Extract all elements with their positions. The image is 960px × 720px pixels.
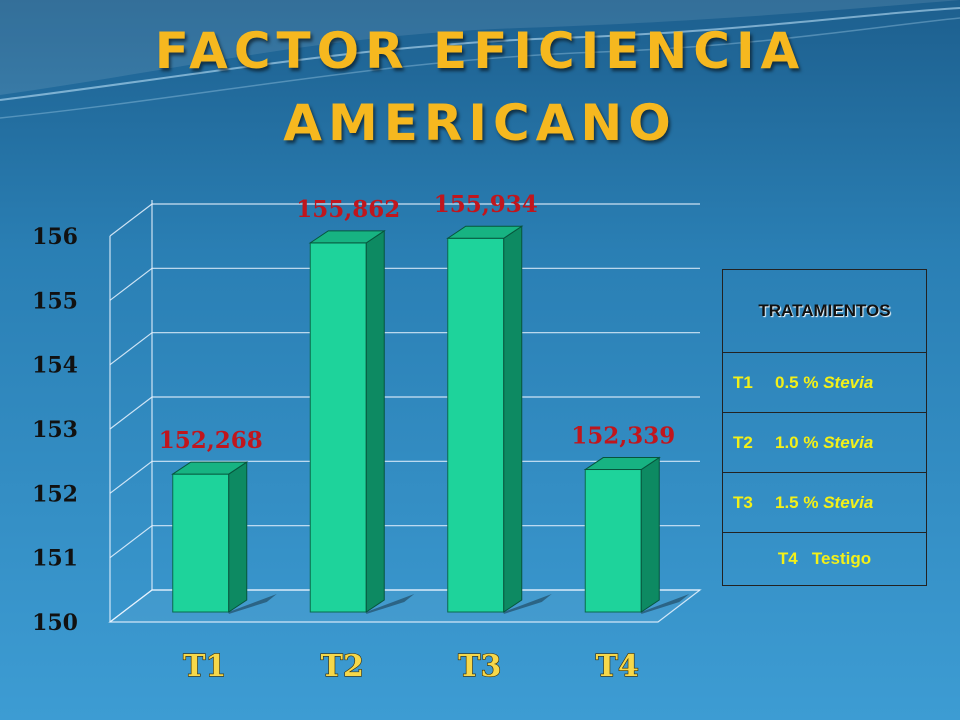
- bar-top: [171, 461, 249, 475]
- gridline-depth: [109, 525, 153, 559]
- legend-header: TRATAMIENTOS: [722, 269, 927, 353]
- data-label: 155,934: [434, 191, 538, 218]
- bar-T1: [172, 473, 230, 613]
- legend-percent: 1.5 %: [775, 492, 819, 512]
- x-tick-label: T3: [458, 649, 501, 684]
- legend-code: T4: [777, 549, 798, 568]
- chart-title-line-2: AMERICANO: [283, 94, 677, 152]
- legend-code: T3: [733, 492, 753, 512]
- chart-title-line-1: FACTOR EFICIENCIA: [154, 22, 806, 80]
- gridline-depth: [109, 460, 153, 494]
- bar-side: [640, 456, 660, 613]
- y-tick-label: 154: [32, 353, 78, 379]
- bar-T4: [584, 469, 642, 613]
- data-label: 155,862: [296, 196, 400, 223]
- legend-percent: 1.0 %: [775, 432, 819, 452]
- legend-name: Stevia: [823, 492, 874, 512]
- y-tick-label: 151: [32, 546, 78, 572]
- legend-row-t1: T1 0.5 % Stevia: [722, 352, 927, 413]
- gridline-depth: [109, 203, 153, 237]
- legend-code: T1: [733, 372, 753, 392]
- bar-side: [365, 229, 385, 613]
- gridline-depth: [109, 396, 153, 430]
- x-tick-label: T2: [321, 649, 364, 684]
- bars: [171, 225, 690, 614]
- legend-row-t4: T4 Testigo: [722, 532, 927, 586]
- y-tick-label: 156: [32, 224, 78, 250]
- legend-code: T2: [733, 432, 753, 452]
- labels: 150 151 152 153 154 155 156 152,268 T1 155,862 T2 1…: [32, 191, 675, 684]
- chart-floor: [108, 589, 702, 623]
- bar-side: [228, 461, 248, 613]
- gridline-depth: [109, 332, 153, 366]
- data-label: 152,268: [159, 427, 263, 454]
- bar-shadow: [503, 594, 552, 614]
- x-tick-label: T4: [596, 649, 639, 684]
- legend-table: TRATAMIENTOS T1 0.5 % Stevia T2 1.0 % Stev…: [722, 269, 927, 586]
- legend-name: Stevia: [823, 372, 874, 392]
- legend-name: Stevia: [823, 432, 874, 452]
- x-tick-label: T1: [183, 649, 226, 684]
- gridline-depth: [109, 267, 153, 301]
- legend-percent: 0.5 %: [775, 372, 819, 392]
- bar-top: [446, 225, 524, 239]
- data-label: 152,339: [571, 423, 675, 450]
- bar-shadow: [641, 594, 690, 614]
- bar-T2: [309, 242, 367, 613]
- y-tick-label: 155: [32, 288, 78, 314]
- bar-T3: [447, 237, 505, 613]
- legend-row-t2: T2 1.0 % Stevia: [722, 412, 927, 473]
- bar-top: [308, 230, 386, 244]
- y-tick-label: 153: [32, 417, 78, 443]
- bar-shadow: [366, 594, 415, 614]
- legend-row-t3: T3 1.5 % Stevia: [722, 472, 927, 533]
- bar-side: [503, 225, 523, 613]
- legend-name: Testigo: [811, 549, 872, 568]
- y-tick-label: 152: [32, 481, 78, 507]
- y-tick-label: 150: [32, 610, 78, 636]
- bar-shadow: [228, 594, 277, 614]
- bar-top: [583, 457, 661, 471]
